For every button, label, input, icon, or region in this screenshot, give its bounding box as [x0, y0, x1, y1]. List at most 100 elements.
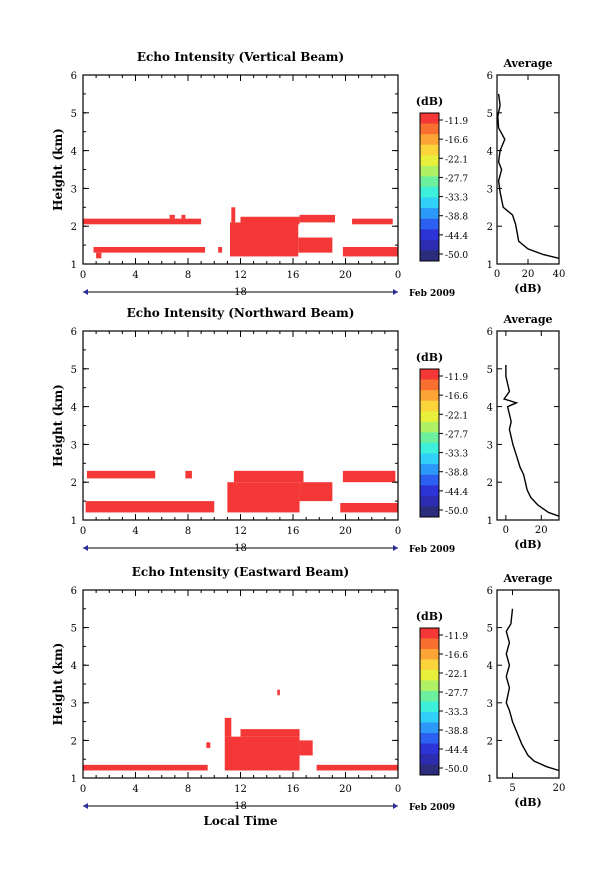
colorbar-swatch [420, 764, 439, 776]
average-y-tick-label: 5 [487, 365, 493, 376]
echo-region [342, 246, 398, 257]
average-x-tick-label: 0 [494, 269, 500, 280]
colorbar-swatch [420, 165, 439, 177]
x-tick-label: 12 [234, 526, 247, 537]
y-tick-label: 3 [71, 440, 77, 451]
average-x-label: (dB) [514, 538, 541, 551]
average-y-tick-label: 5 [487, 109, 493, 120]
average-frame [496, 330, 560, 521]
x-tick-label: 0 [80, 526, 86, 537]
colorbar-unit: (dB) [416, 351, 443, 364]
echo-region [83, 218, 202, 225]
average-title: Average [502, 57, 552, 70]
echo-region [233, 470, 304, 483]
echo-region [206, 742, 211, 748]
day-label: 18 [234, 287, 247, 298]
x-tick-label: 8 [185, 270, 191, 281]
colorbar-level-label: -22.1 [445, 155, 468, 165]
echo-region [85, 501, 215, 513]
echo-region [352, 218, 393, 225]
colorbar-swatch [420, 369, 439, 381]
colorbar-frame [419, 627, 440, 776]
echo-region [299, 482, 333, 502]
colorbar-swatch [420, 432, 439, 444]
x-tick-label: 0 [395, 526, 401, 537]
x-tick-label: 0 [395, 270, 401, 281]
colorbar-swatch [420, 134, 439, 146]
colorbar-level-label: -33.3 [445, 450, 468, 460]
colorbar-swatch [420, 680, 439, 692]
y-tick-label: 2 [71, 736, 77, 747]
colorbar-swatch [420, 400, 439, 412]
echo-region [240, 216, 300, 225]
chart-panel [82, 589, 560, 809]
colorbar-swatch [420, 670, 439, 681]
y-tick-label: 4 [71, 147, 77, 158]
colorbar-swatch [420, 155, 439, 167]
colorbar-swatch [420, 638, 439, 650]
x-tick-label: 8 [185, 526, 191, 537]
colorbar-frame [419, 368, 440, 518]
average-frame [496, 74, 560, 265]
chart-panel [82, 74, 560, 295]
day-span-arrow [393, 545, 398, 551]
date-label: Feb 2009 [409, 289, 455, 299]
y-tick-label: 6 [71, 327, 77, 338]
x-tick-label: 0 [80, 270, 86, 281]
echo-region [86, 470, 156, 479]
colorbar-unit: (dB) [416, 610, 443, 623]
chart-panel [82, 330, 560, 551]
echo-region [224, 717, 232, 737]
average-y-tick-label: 6 [487, 327, 493, 338]
colorbar-swatch [420, 712, 439, 723]
average-y-tick-label: 3 [487, 440, 493, 451]
colorbar-swatch [420, 485, 439, 497]
y-tick-label: 2 [71, 478, 77, 489]
colorbar-level-label: -27.7 [445, 174, 468, 184]
colorbar-swatch [420, 495, 439, 507]
colorbar-level-label: -11.9 [445, 373, 468, 383]
average-title: Average [502, 572, 552, 585]
average-title: Average [502, 313, 552, 326]
x-tick-label: 4 [132, 784, 138, 795]
day-label: 18 [234, 801, 247, 812]
colorbar-level-label: -11.9 [445, 117, 468, 127]
echo-region [185, 470, 192, 479]
colorbar-level-label: -22.1 [445, 670, 468, 680]
colorbar-swatch [420, 628, 439, 639]
colorbar-level-label: -33.3 [445, 708, 468, 718]
echo-region [230, 222, 299, 257]
average-y-tick-label: 3 [487, 184, 493, 195]
colorbar-swatch [420, 722, 439, 734]
average-x-tick-label: 5 [509, 783, 515, 794]
colorbar-level-label: -38.8 [445, 727, 468, 737]
average-x-label: (dB) [514, 796, 541, 809]
chart-title: Echo Intensity (Northward Beam) [127, 306, 355, 320]
echo-region [240, 729, 300, 737]
colorbar-swatch [420, 701, 439, 713]
colorbar-swatch [420, 691, 439, 702]
y-axis-title: Height (km) [51, 128, 65, 211]
x-tick-label: 16 [287, 270, 300, 281]
echo-region [224, 736, 300, 771]
colorbar-unit: (dB) [416, 95, 443, 108]
colorbar-swatch [420, 754, 439, 765]
day-span-arrow [83, 545, 88, 551]
y-tick-label: 1 [71, 774, 77, 785]
average-x-tick-label: 40 [553, 269, 566, 280]
x-tick-label: 20 [339, 784, 352, 795]
x-tick-label: 0 [395, 784, 401, 795]
y-tick-label: 6 [71, 586, 77, 597]
average-x-label: (dB) [514, 282, 541, 295]
colorbar-level-label: -11.9 [445, 632, 468, 642]
y-tick-label: 3 [71, 699, 77, 710]
colorbar-level-label: -38.8 [445, 469, 468, 479]
colorbar-level-label: -50.0 [445, 507, 468, 517]
day-span-arrow [393, 803, 398, 809]
x-tick-label: 20 [339, 526, 352, 537]
average-x-tick-label: 20 [535, 525, 548, 536]
colorbar-swatch [420, 659, 439, 671]
echo-region [218, 246, 223, 253]
x-tick-label: 4 [132, 270, 138, 281]
average-y-tick-label: 4 [487, 147, 493, 158]
